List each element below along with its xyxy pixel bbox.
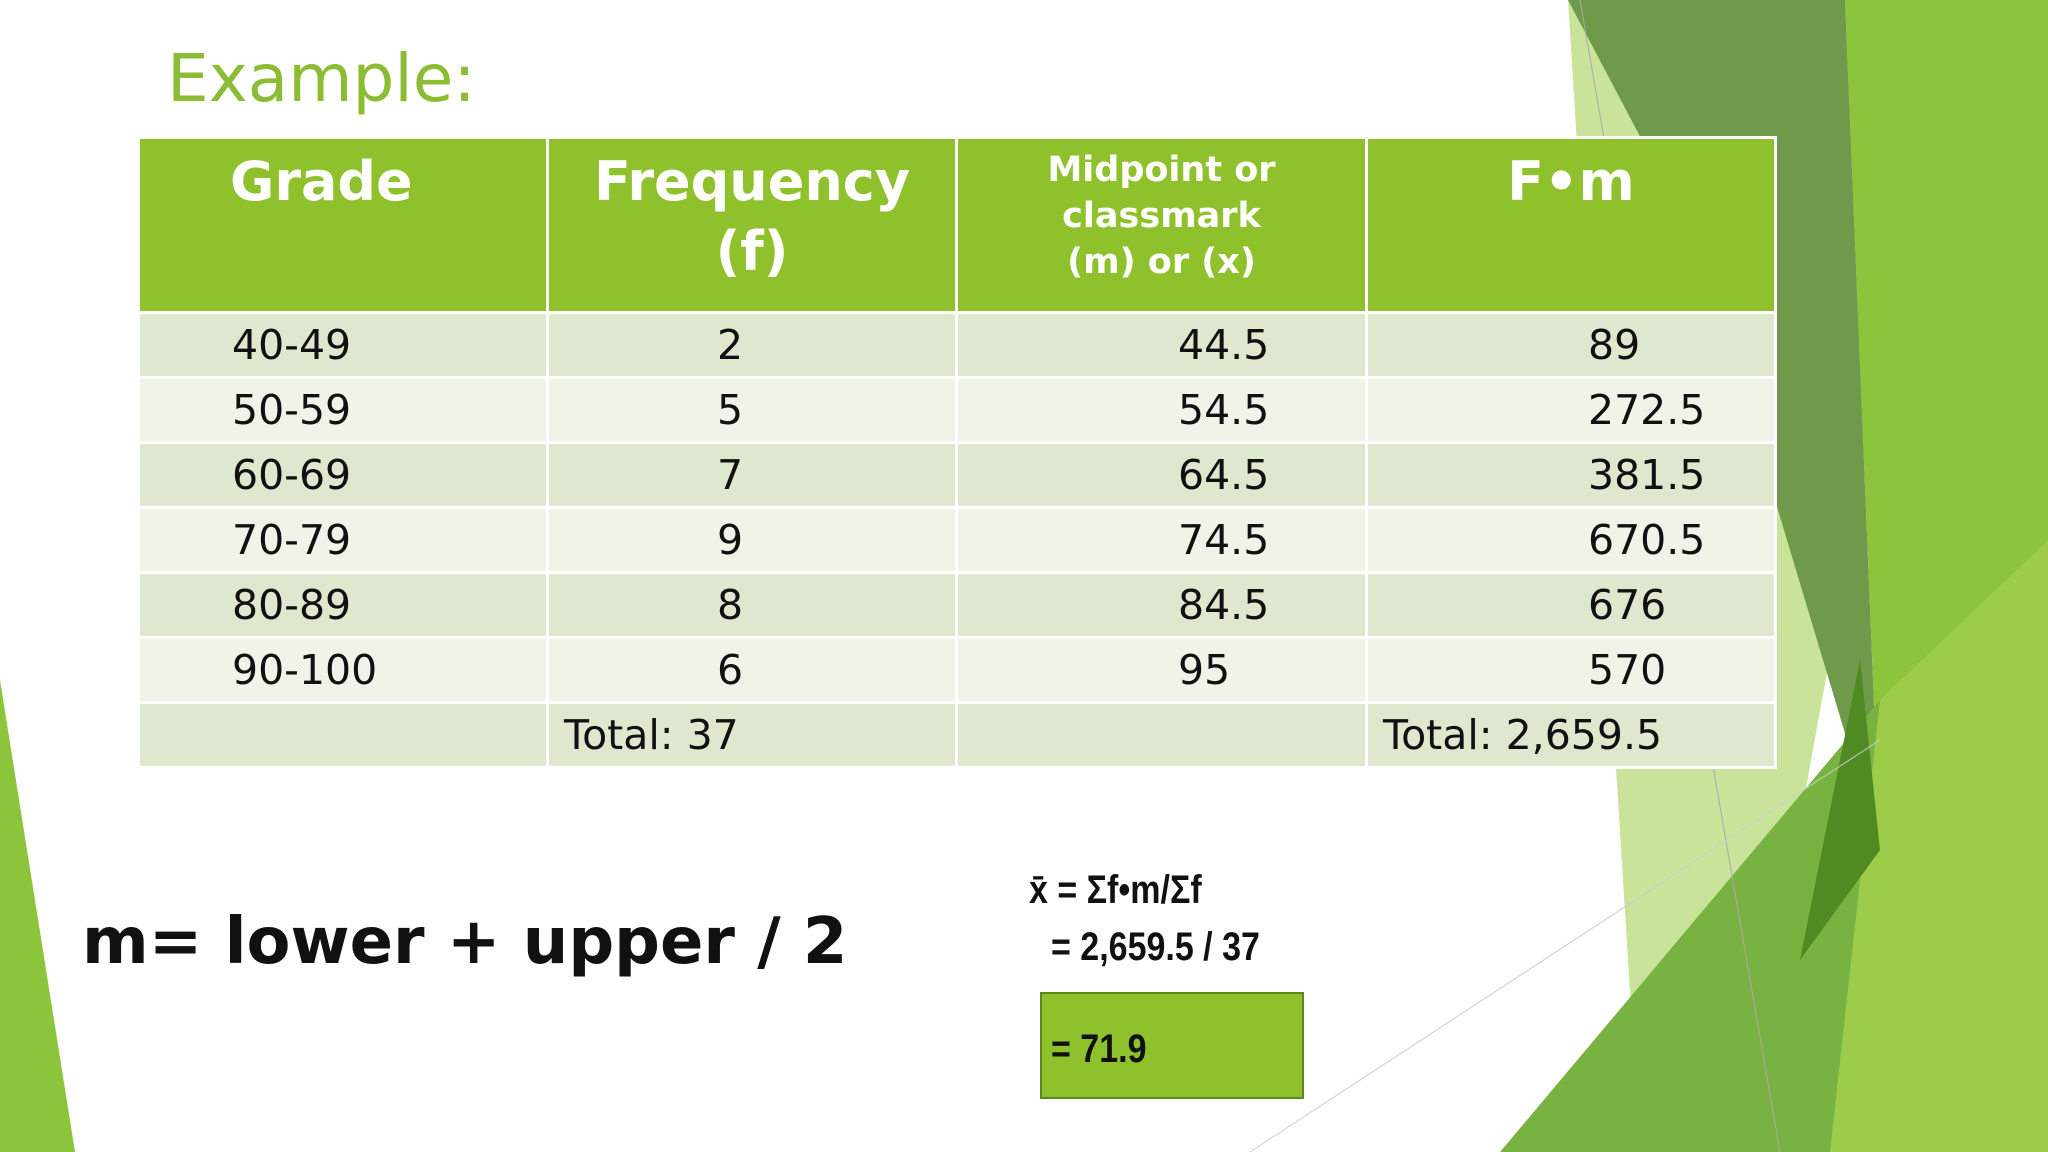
cell-text: 89 [1588, 321, 1641, 369]
shape [1800, 660, 1880, 960]
table-cell: 70-79 [137, 506, 549, 574]
table-cell: 90-100 [137, 636, 549, 704]
table-cell: 670.5 [1365, 506, 1777, 574]
table-cell: 676 [1365, 571, 1777, 639]
table-cell: 60-69 [137, 441, 549, 509]
midpoint-rule: m= lower + upper / 2 [82, 905, 848, 979]
cell-text: 50-59 [232, 386, 352, 434]
table-cell: Total: 2,659.5 [1365, 701, 1777, 769]
line [1249, 739, 1881, 1152]
table-row: Total: 37 Total: 2,659.5 [137, 701, 1777, 769]
cell-text: 64.5 [1178, 451, 1270, 499]
header-line: Grade [230, 150, 413, 213]
table: Grade Frequency (f) Midpoint or classmark (m)… [137, 136, 1777, 769]
cell-text: 570 [1588, 646, 1667, 694]
formula-line: x̄ = Σf•m/Σf [1029, 868, 1202, 912]
header-line: classmark [1062, 196, 1261, 236]
header-cell: Frequency (f) [546, 136, 958, 314]
header-line: F•m [1507, 150, 1635, 213]
header-cell: Midpoint or classmark (m) or (x) [955, 136, 1368, 314]
cell-text: Total: 2,659.5 [1383, 711, 1663, 759]
table-cell: 6 [546, 636, 958, 704]
header-cell: F•m [1365, 136, 1777, 314]
cell-text: 95 [1178, 646, 1231, 694]
cell-text: 80-89 [232, 581, 352, 629]
table-cell: 95 [955, 636, 1368, 704]
cell-text: Total: 37 [564, 711, 739, 759]
table-cell: 5 [546, 376, 958, 444]
table-cell: 381.5 [1365, 441, 1777, 509]
cell-text: 9 [717, 516, 744, 564]
shape [1830, 540, 2048, 1152]
table-cell: 54.5 [955, 376, 1368, 444]
cell-text: 40-49 [232, 321, 352, 369]
table-cell: 89 [1365, 311, 1777, 379]
table-row: 70-79 9 74.5 670.5 [137, 506, 1777, 574]
cell-text: 84.5 [1178, 581, 1270, 629]
header-line: Frequency [593, 150, 911, 213]
table-cell: 40-49 [137, 311, 549, 379]
formula-result: = 71.9 [1051, 1027, 1147, 1071]
table-row: 90-100 6 95 570 [137, 636, 1777, 704]
cell-text: 7 [717, 451, 744, 499]
table-cell: Total: 37 [546, 701, 958, 769]
cell-text: 272.5 [1588, 386, 1706, 434]
title: Example: [167, 40, 476, 117]
header-line: (f) [715, 220, 789, 283]
shape [1568, 0, 1880, 850]
table-cell: 44.5 [955, 311, 1368, 379]
table-cell: 7 [546, 441, 958, 509]
cell-text: 60-69 [232, 451, 352, 499]
table-cell: 272.5 [1365, 376, 1777, 444]
cell-text: 8 [717, 581, 744, 629]
table-cell [137, 701, 549, 769]
shape [0, 680, 75, 1152]
table-cell: 2 [546, 311, 958, 379]
table-row: 50-59 5 54.5 272.5 [137, 376, 1777, 444]
header-line: Midpoint or [1047, 150, 1276, 190]
table-cell: 80-89 [137, 571, 549, 639]
table-cell: 64.5 [955, 441, 1368, 509]
header-cell: Grade [137, 136, 549, 314]
cell-text: 54.5 [1178, 386, 1270, 434]
table-cell [955, 701, 1368, 769]
table-cell: 84.5 [955, 571, 1368, 639]
cell-text: 670.5 [1588, 516, 1706, 564]
table-cell: 8 [546, 571, 958, 639]
table-cell: 570 [1365, 636, 1777, 704]
cell-text: 5 [717, 386, 744, 434]
cell-text: 44.5 [1178, 321, 1270, 369]
cell-text: 381.5 [1588, 451, 1706, 499]
formula-line: = 2,659.5 / 37 [1051, 925, 1260, 969]
cell-text: 6 [717, 646, 744, 694]
cell-text: 74.5 [1178, 516, 1270, 564]
result-box [1040, 992, 1304, 1099]
table-row: 80-89 8 84.5 676 [137, 571, 1777, 639]
table-cell: 74.5 [955, 506, 1368, 574]
table-row: 60-69 7 64.5 381.5 [137, 441, 1777, 509]
cell-text: 676 [1588, 581, 1667, 629]
table-row: 40-49 2 44.5 89 [137, 311, 1777, 379]
cell-text: 70-79 [232, 516, 352, 564]
cell-text: 90-100 [232, 646, 378, 694]
header-line: (m) or (x) [1067, 242, 1256, 282]
table-cell: 9 [546, 506, 958, 574]
cell-text: 2 [717, 321, 744, 369]
table-cell: 50-59 [137, 376, 549, 444]
